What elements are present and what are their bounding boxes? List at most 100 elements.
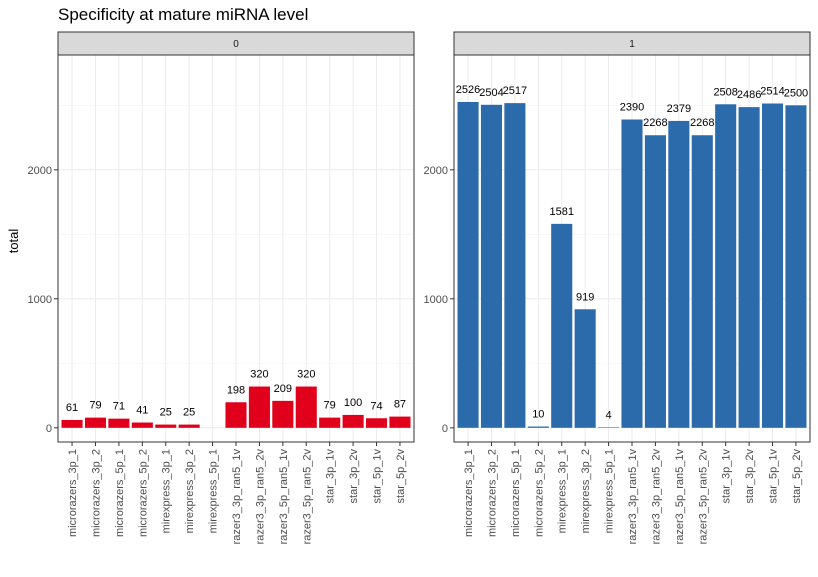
bar-razer3_5p_ran5_1v	[272, 400, 294, 428]
bar-label-star_5p_2v: 87	[394, 399, 406, 411]
x-tick-label-mirexpress_5p_1: mirexpress_5p_1	[208, 449, 220, 533]
bar-label-mirexpress_3p_2: 919	[576, 291, 594, 303]
bar-label-razer3_3p_ran5_2v: 320	[250, 369, 268, 381]
x-tick-label-microrazers_5p_2: microrazers_5p_2	[533, 449, 545, 537]
bar-microrazers_3p_1	[457, 101, 479, 428]
x-tick-label-microrazers_3p_1: microrazers_3p_1	[463, 449, 475, 537]
x-tick-label-star_3p_1v: star_3p_1v	[721, 449, 733, 504]
bar-razer3_3p_ran5_2v	[644, 135, 666, 428]
bar-star_3p_1v	[319, 417, 341, 428]
bar-razer3_3p_ran5_1v	[225, 402, 247, 428]
chart-title: Specificity at mature miRNA level	[58, 5, 308, 24]
facet-strip-label: 1	[629, 39, 635, 50]
bar-razer3_5p_ran5_2v	[691, 135, 713, 428]
x-tick-label-star_3p_1v: star_3p_1v	[325, 449, 337, 504]
x-tick-label-razer3_5p_ran5_1v: razer3_5p_ran5_1v	[674, 449, 686, 545]
bar-label-razer3_5p_ran5_1v: 209	[274, 383, 292, 395]
x-tick-label-star_5p_2v: star_5p_2v	[791, 449, 803, 504]
bar-label-razer3_5p_ran5_1v: 2379	[667, 103, 691, 115]
bar-microrazers_3p_2	[480, 104, 503, 428]
x-tick-label-mirexpress_3p_2: mirexpress_3p_2	[580, 449, 592, 533]
y-tick-label: 1000	[28, 294, 52, 306]
bar-label-microrazers_3p_1: 2526	[456, 84, 480, 96]
bar-label-razer3_5p_ran5_2v: 2268	[690, 117, 714, 129]
x-tick-label-razer3_3p_ran5_2v: razer3_3p_ran5_2v	[254, 449, 266, 545]
bar-star_5p_1v	[365, 418, 388, 428]
bar-microrazers_3p_1	[61, 419, 83, 428]
bar-microrazers_5p_1	[108, 418, 130, 428]
bar-label-microrazers_3p_2: 79	[89, 400, 101, 412]
x-tick-label-star_5p_1v: star_5p_1v	[768, 449, 780, 504]
panel-1: 1252625042517101581919423902268237922682…	[424, 31, 811, 545]
x-tick-label-star_5p_1v: star_5p_1v	[372, 449, 384, 504]
bar-label-star_5p_1v: 2514	[760, 86, 784, 98]
x-tick-label-microrazers_3p_1: microrazers_3p_1	[67, 449, 79, 537]
x-tick-label-microrazers_5p_1: microrazers_5p_1	[510, 449, 522, 537]
bar-label-microrazers_5p_1: 2517	[503, 85, 527, 97]
bar-label-razer3_5p_ran5_2v: 320	[297, 369, 315, 381]
y-axis-label: total	[6, 229, 21, 254]
bar-label-microrazers_5p_2: 41	[136, 405, 148, 417]
x-tick-label-microrazers_3p_2: microrazers_3p_2	[90, 449, 102, 537]
x-tick-label-razer3_5p_ran5_1v: razer3_5p_ran5_1v	[278, 449, 290, 545]
bar-microrazers_5p_1	[504, 103, 526, 428]
y-tick-label: 0	[46, 423, 52, 435]
bar-label-razer3_3p_ran5_1v: 2390	[620, 102, 644, 114]
x-tick-label-razer3_3p_ran5_2v: razer3_3p_ran5_2v	[650, 449, 662, 545]
bar-label-microrazers_5p_2: 10	[532, 409, 544, 421]
bar-mirexpress_3p_2	[178, 424, 200, 428]
bar-mirexpress_3p_2	[574, 309, 596, 428]
bar-mirexpress_3p_1	[551, 223, 573, 428]
bar-mirexpress_3p_1	[155, 424, 177, 428]
y-tick-label: 2000	[28, 165, 52, 177]
x-tick-label-mirexpress_3p_1: mirexpress_3p_1	[557, 449, 569, 533]
bar-label-microrazers_3p_1: 61	[66, 402, 78, 414]
bar-label-mirexpress_3p_1: 25	[160, 407, 172, 419]
bar-razer3_3p_ran5_2v	[248, 386, 270, 428]
bar-star_3p_2v	[738, 107, 760, 428]
bar-label-microrazers_3p_2: 2504	[479, 87, 503, 99]
bar-label-mirexpress_3p_1: 1581	[549, 206, 573, 218]
facet-strip-label: 0	[233, 39, 239, 50]
bar-star_3p_1v	[715, 104, 737, 428]
x-tick-label-mirexpress_3p_1: mirexpress_3p_1	[161, 449, 173, 533]
bar-label-star_3p_1v: 79	[324, 400, 336, 412]
x-tick-label-star_3p_2v: star_3p_2v	[348, 449, 360, 504]
panel-0: 0 61 79 71 41 25 25 198 320 209 320 79 100 74 87 0 1000 2…	[28, 31, 415, 545]
x-tick-label-mirexpress_5p_1: mirexpress_5p_1	[604, 449, 616, 533]
y-tick-label: 2000	[424, 165, 448, 177]
bar-star_3p_2v	[342, 414, 364, 428]
x-tick-label-microrazers_3p_2: microrazers_3p_2	[486, 449, 498, 537]
x-tick-label-mirexpress_3p_2: mirexpress_3p_2	[184, 449, 196, 533]
x-tick-label-microrazers_5p_1: microrazers_5p_1	[114, 449, 126, 537]
bar-label-mirexpress_3p_2: 25	[183, 407, 195, 419]
bar-star_5p_2v	[785, 105, 807, 428]
bar-star_5p_1v	[761, 103, 784, 428]
bar-label-star_3p_2v: 2486	[737, 89, 761, 101]
bar-microrazers_5p_2	[527, 426, 549, 428]
y-tick-label: 1000	[424, 294, 448, 306]
bar-label-star_3p_1v: 2508	[713, 86, 737, 98]
bar-label-star_3p_2v: 100	[344, 397, 362, 409]
bar-razer3_5p_ran5_1v	[668, 120, 690, 428]
bar-razer3_5p_ran5_2v	[295, 386, 317, 428]
bar-label-razer3_3p_ran5_2v: 2268	[643, 117, 667, 129]
bar-label-star_5p_1v: 74	[370, 400, 382, 412]
bar-label-star_5p_2v: 2500	[784, 87, 808, 99]
bar-microrazers_5p_2	[131, 422, 153, 428]
x-tick-label-star_5p_2v: star_5p_2v	[395, 449, 407, 504]
y-tick-label: 0	[442, 423, 448, 435]
bar-microrazers_3p_2	[84, 417, 107, 428]
bar-label-razer3_3p_ran5_1v: 198	[227, 384, 245, 396]
x-tick-label-razer3_3p_ran5_1v: razer3_3p_ran5_1v	[231, 449, 243, 545]
bar-razer3_3p_ran5_1v	[621, 119, 643, 428]
x-tick-label-razer3_5p_ran5_2v: razer3_5p_ran5_2v	[697, 449, 709, 545]
x-tick-label-star_3p_2v: star_3p_2v	[744, 449, 756, 504]
x-tick-label-razer3_5p_ran5_2v: razer3_5p_ran5_2v	[301, 449, 313, 545]
bar-label-mirexpress_5p_1: 4	[606, 409, 612, 421]
x-tick-label-razer3_3p_ran5_1v: razer3_3p_ran5_1v	[627, 449, 639, 545]
bar-star_5p_2v	[389, 416, 411, 428]
bar-label-microrazers_5p_1: 71	[113, 401, 125, 413]
